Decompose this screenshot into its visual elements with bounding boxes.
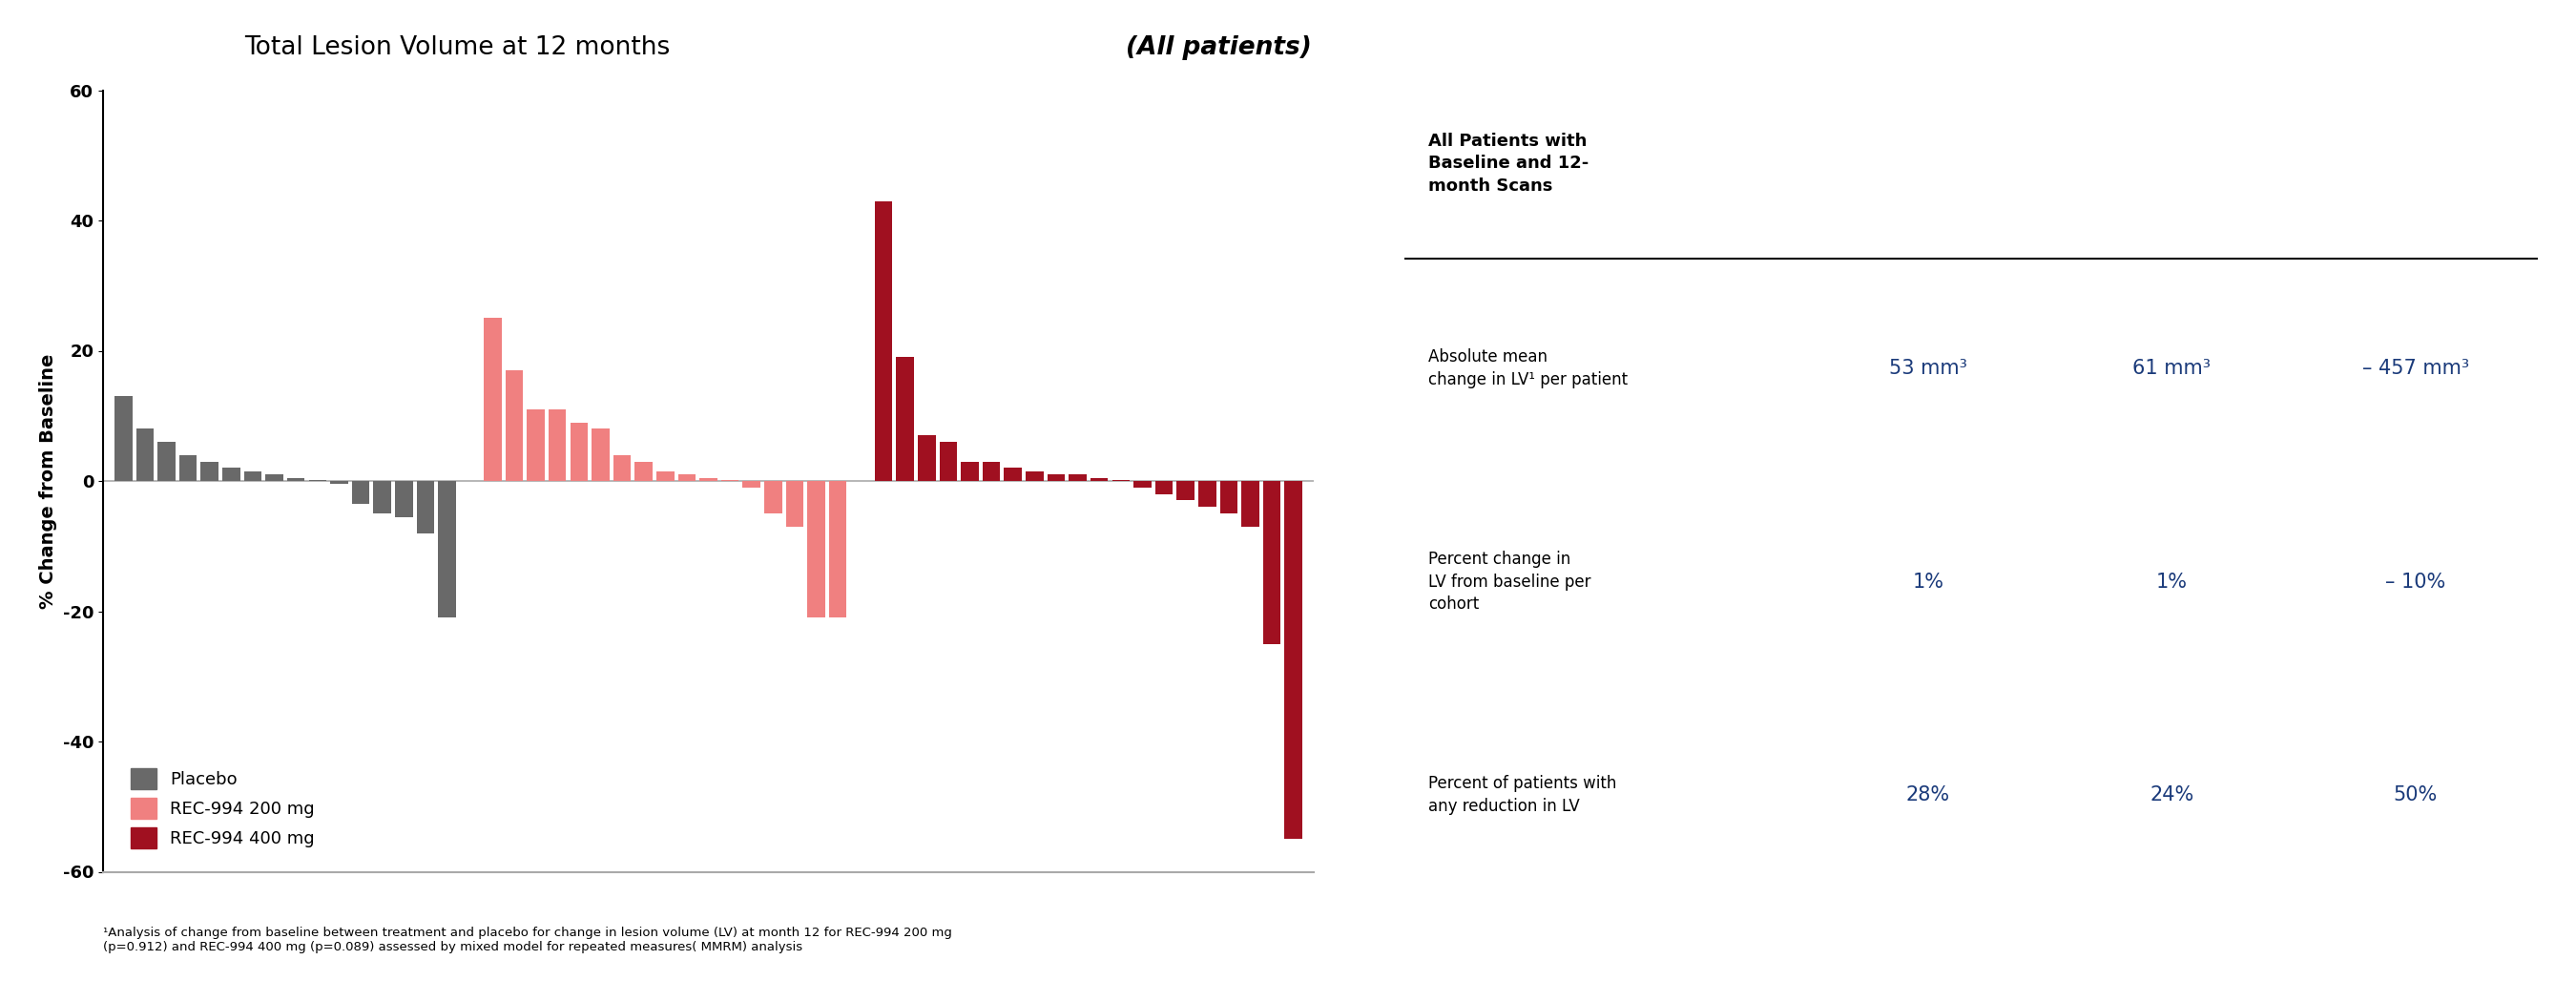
Text: Total Lesion Volume at 12 months: Total Lesion Volume at 12 months <box>245 35 677 60</box>
Bar <box>417 481 435 533</box>
Bar <box>677 474 696 481</box>
Bar <box>1005 468 1023 481</box>
Bar <box>876 200 891 481</box>
Bar <box>374 481 392 513</box>
Bar <box>549 409 567 481</box>
Bar <box>592 429 611 481</box>
Bar <box>180 455 196 481</box>
Bar <box>940 442 958 481</box>
Bar <box>222 468 240 481</box>
Text: 53 mm³: 53 mm³ <box>1888 359 1968 378</box>
Bar <box>157 442 175 481</box>
Bar <box>657 471 675 481</box>
Text: 28%: 28% <box>1906 786 1950 805</box>
Text: – 10%: – 10% <box>2385 572 2445 591</box>
Bar <box>1262 481 1280 644</box>
Bar <box>330 481 348 484</box>
Bar <box>438 481 456 617</box>
Legend: Placebo, REC-994 200 mg, REC-994 400 mg: Placebo, REC-994 200 mg, REC-994 400 mg <box>124 762 322 856</box>
Text: ¹Analysis of change from baseline between treatment and placebo for change in le: ¹Analysis of change from baseline betwee… <box>103 927 953 954</box>
Bar <box>265 474 283 481</box>
Text: 1%: 1% <box>1911 572 1945 591</box>
Bar <box>1048 474 1064 481</box>
Text: Absolute mean
change in LV¹ per patient: Absolute mean change in LV¹ per patient <box>1427 349 1628 388</box>
Text: 24%: 24% <box>2151 786 2195 805</box>
Bar <box>1154 481 1172 494</box>
Y-axis label: % Change from Baseline: % Change from Baseline <box>39 354 57 608</box>
Bar <box>286 478 304 481</box>
Bar <box>484 319 502 481</box>
Bar <box>896 358 914 481</box>
Bar <box>1285 481 1303 840</box>
Text: – 457 mm³: – 457 mm³ <box>2362 359 2468 378</box>
Bar <box>309 480 327 481</box>
Bar <box>569 423 587 481</box>
Bar <box>394 481 412 517</box>
Bar <box>137 429 155 481</box>
Bar <box>829 481 848 617</box>
Bar <box>1113 480 1131 481</box>
Bar <box>981 461 999 481</box>
Bar <box>721 480 739 481</box>
Bar <box>1177 481 1195 501</box>
Text: REC-994
400 mg
(N=20): REC-994 400 mg (N=20) <box>2375 132 2455 194</box>
Text: 61 mm³: 61 mm³ <box>2133 359 2210 378</box>
Bar <box>1242 481 1260 527</box>
Text: Percent change in
LV from baseline per
cohort: Percent change in LV from baseline per c… <box>1427 551 1592 613</box>
Bar <box>1025 471 1043 481</box>
Bar <box>201 461 219 481</box>
Bar <box>742 481 760 488</box>
Text: Placebo
(N=18): Placebo (N=18) <box>1891 143 1965 183</box>
Bar <box>634 461 652 481</box>
Bar <box>245 471 263 481</box>
Bar <box>1069 474 1087 481</box>
Bar <box>1133 481 1151 488</box>
Bar <box>786 481 804 527</box>
Bar <box>505 371 523 481</box>
Text: REC-994
200 mg
(N=17): REC-994 200 mg (N=17) <box>2130 132 2213 194</box>
Bar <box>1090 478 1108 481</box>
Text: All Patients with
Baseline and 12-
month Scans: All Patients with Baseline and 12- month… <box>1427 132 1589 194</box>
Bar <box>613 455 631 481</box>
Bar <box>961 461 979 481</box>
Bar <box>528 409 544 481</box>
Text: (All patients): (All patients) <box>1126 35 1311 60</box>
Bar <box>917 435 935 481</box>
Text: 50%: 50% <box>2393 786 2437 805</box>
Bar <box>765 481 783 513</box>
Bar <box>806 481 824 617</box>
Text: Percent of patients with
any reduction in LV: Percent of patients with any reduction i… <box>1427 776 1615 815</box>
Text: 1%: 1% <box>2156 572 2187 591</box>
Bar <box>113 396 131 481</box>
Bar <box>353 481 368 504</box>
Bar <box>1198 481 1216 507</box>
Bar <box>701 478 716 481</box>
Bar <box>1221 481 1236 513</box>
